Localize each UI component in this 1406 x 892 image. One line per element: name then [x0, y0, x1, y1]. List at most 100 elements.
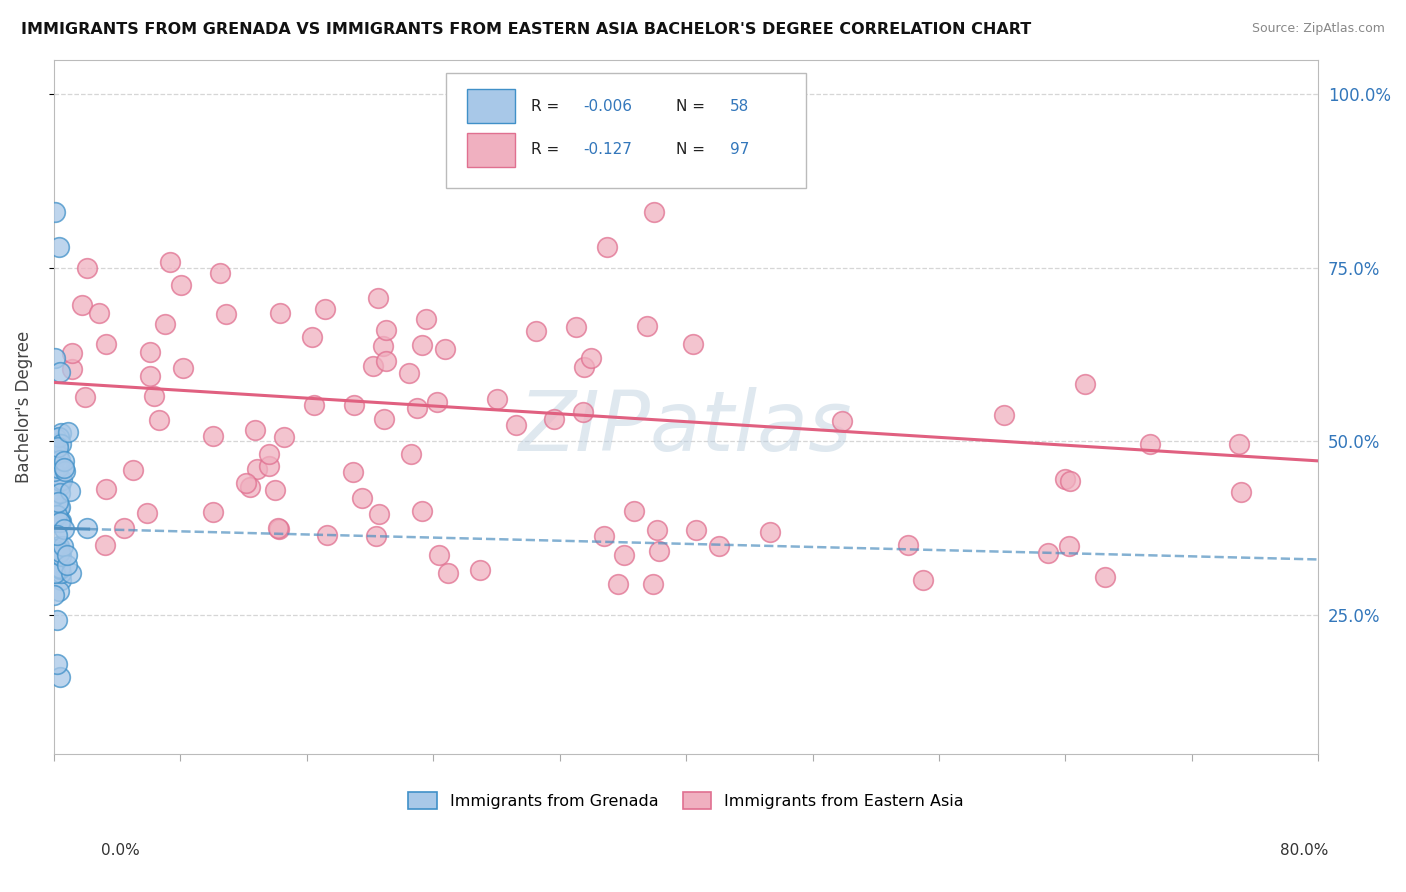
Text: 97: 97	[730, 143, 749, 157]
Point	[48, 500, 70, 515]
Point	[1059, 475, 1081, 489]
Point	[411, 504, 433, 518]
Text: R =: R =	[530, 99, 564, 113]
Point	[264, 483, 287, 497]
Legend: Immigrants from Grenada, Immigrants from Eastern Asia: Immigrants from Grenada, Immigrants from…	[402, 786, 970, 815]
Point	[48, 515, 70, 529]
Point	[48, 501, 70, 516]
Point	[342, 465, 364, 479]
Point	[707, 539, 730, 553]
Point	[49, 514, 72, 528]
Point	[49, 365, 72, 379]
Point	[406, 401, 429, 415]
Point	[579, 351, 602, 365]
Point	[314, 302, 336, 317]
Point	[48, 479, 70, 493]
Point	[373, 412, 395, 426]
Point	[427, 548, 450, 562]
Point	[267, 521, 290, 535]
Point	[505, 417, 527, 432]
Point	[51, 473, 73, 487]
Point	[56, 549, 79, 563]
Point	[485, 392, 508, 406]
Point	[48, 545, 70, 559]
Point	[139, 369, 162, 384]
Point	[517, 143, 540, 157]
Point	[246, 461, 269, 475]
Point	[56, 558, 79, 573]
Point	[434, 342, 457, 356]
Point	[46, 508, 69, 522]
FancyBboxPatch shape	[446, 73, 806, 188]
Point	[399, 446, 422, 460]
Point	[685, 523, 707, 537]
Point	[58, 483, 80, 498]
Point	[46, 528, 69, 542]
Point	[343, 398, 366, 412]
Point	[1057, 539, 1080, 553]
Point	[257, 459, 280, 474]
FancyBboxPatch shape	[467, 89, 516, 123]
Point	[257, 446, 280, 460]
Text: Source: ZipAtlas.com: Source: ZipAtlas.com	[1251, 22, 1385, 36]
Point	[269, 522, 291, 536]
Point	[363, 359, 385, 373]
Point	[49, 515, 72, 529]
Point	[636, 318, 658, 333]
Point	[208, 267, 231, 281]
Point	[44, 588, 66, 602]
Point	[239, 480, 262, 494]
Point	[437, 566, 460, 580]
Point	[571, 404, 593, 418]
Point	[398, 366, 420, 380]
Point	[52, 453, 75, 467]
Point	[269, 306, 291, 320]
Text: -0.006: -0.006	[583, 99, 633, 113]
Point	[375, 322, 398, 336]
Point	[139, 345, 162, 359]
Text: ZIPatlas: ZIPatlas	[519, 387, 853, 468]
Point	[613, 548, 636, 562]
Point	[42, 541, 65, 556]
Point	[371, 339, 394, 353]
Point	[53, 522, 76, 536]
Point	[44, 351, 66, 365]
Point	[52, 539, 75, 553]
Point	[648, 544, 671, 558]
Text: 58: 58	[730, 99, 749, 113]
Text: R =: R =	[530, 143, 564, 157]
Point	[235, 475, 257, 490]
Point	[46, 448, 69, 462]
Point	[301, 330, 323, 344]
Point	[543, 412, 565, 426]
Point	[375, 353, 398, 368]
Text: IMMIGRANTS FROM GRENADA VS IMMIGRANTS FROM EASTERN ASIA BACHELOR'S DEGREE CORREL: IMMIGRANTS FROM GRENADA VS IMMIGRANTS FR…	[21, 22, 1032, 37]
Point	[623, 504, 645, 518]
Point	[48, 542, 70, 557]
Point	[60, 346, 83, 360]
Point	[46, 436, 69, 450]
Point	[46, 549, 69, 563]
Point	[426, 395, 449, 409]
Point	[46, 440, 69, 454]
Point	[1094, 570, 1116, 584]
Point	[48, 562, 70, 576]
Y-axis label: Bachelor's Degree: Bachelor's Degree	[15, 331, 32, 483]
Point	[44, 205, 66, 219]
Point	[135, 506, 157, 520]
Point	[993, 408, 1015, 422]
Text: N =: N =	[676, 143, 710, 157]
Point	[96, 482, 118, 496]
Point	[565, 319, 588, 334]
Point	[46, 495, 69, 509]
Point	[169, 278, 191, 293]
Point	[75, 390, 97, 404]
Point	[304, 398, 326, 412]
Point	[52, 461, 75, 475]
Point	[645, 523, 668, 537]
Point	[87, 305, 110, 319]
Point	[201, 428, 224, 442]
Point	[76, 521, 98, 535]
Point	[46, 461, 69, 475]
Point	[49, 671, 72, 685]
